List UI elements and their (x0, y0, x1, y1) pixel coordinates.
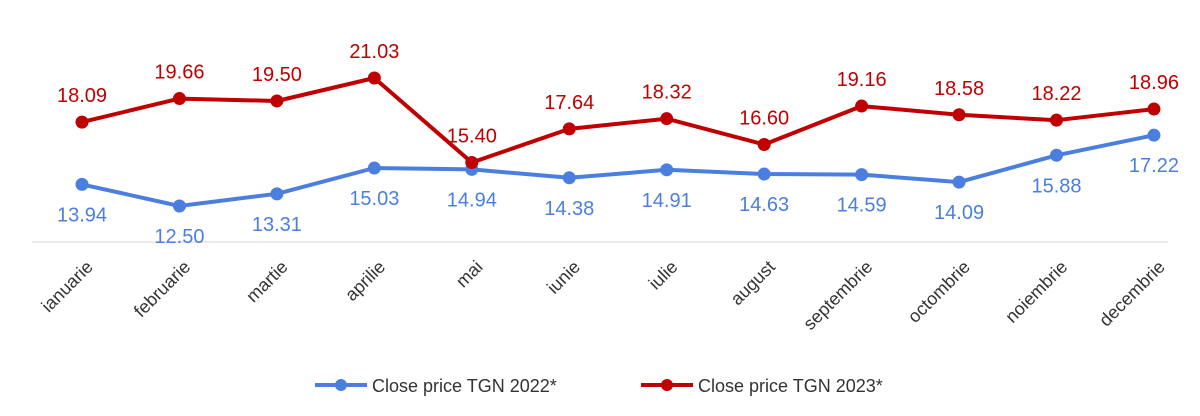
data-point-2022 (855, 168, 869, 182)
data-label-2022: 13.94 (57, 204, 107, 226)
data-label-2023: 18.96 (1129, 72, 1179, 94)
series-2023: 18.09 19.66 19.50 21.03 15.40 17.64 18.32 16.60… (57, 41, 1179, 169)
x-tick-label: august (727, 257, 779, 309)
data-label-2023: 15.40 (447, 125, 497, 147)
data-point-2023 (172, 92, 186, 106)
legend: Close price TGN 2022* Close price TGN 20… (315, 376, 883, 396)
x-tick-label: decembrie (1095, 257, 1169, 331)
x-tick-label: iunie (543, 257, 584, 298)
data-point-2022 (172, 199, 186, 213)
data-label-2022: 14.59 (837, 195, 887, 217)
x-tick-label: septembrie (799, 257, 876, 334)
legend-item-2022: Close price TGN 2022* (315, 376, 557, 396)
x-tick-label: aprilie (341, 257, 389, 305)
data-point-2022 (1050, 148, 1063, 162)
data-point-2023 (367, 71, 381, 85)
data-point-2023 (660, 112, 674, 126)
data-point-2023 (270, 94, 284, 108)
x-tick-label: noiembrie (1001, 257, 1071, 327)
legend-swatch-marker-2022 (335, 379, 347, 391)
data-label-2023: 19.66 (154, 62, 204, 84)
data-label-2022: 14.38 (544, 198, 594, 220)
data-label-2023: 18.22 (1031, 83, 1081, 105)
series-line-2023 (80, 76, 1156, 165)
x-tick-label: martie (242, 257, 292, 307)
data-label-2022: 15.88 (1031, 175, 1081, 197)
legend-swatch-marker-2023 (661, 379, 673, 391)
data-label-2023: 21.03 (349, 41, 399, 63)
data-label-2022: 12.50 (154, 226, 204, 248)
data-point-2022 (562, 171, 576, 185)
data-label-2023: 18.58 (934, 78, 984, 100)
data-point-2022 (1147, 128, 1161, 142)
data-point-2023 (465, 155, 479, 169)
data-label-2023: 19.16 (837, 69, 887, 91)
x-tick-label: ianuarie (37, 257, 96, 316)
data-point-2023 (757, 137, 771, 151)
data-label-2022: 13.31 (252, 214, 302, 236)
x-tick-label: mai (452, 257, 487, 292)
data-point-2022 (367, 161, 381, 175)
data-point-2023 (1050, 113, 1063, 127)
data-point-2022 (757, 167, 771, 181)
data-point-2023 (855, 99, 869, 113)
data-label-2022: 14.94 (447, 189, 497, 211)
legend-label-2023: Close price TGN 2023* (698, 376, 883, 396)
data-label-2022: 14.63 (739, 194, 789, 216)
data-point-2023 (75, 115, 89, 129)
legend-item-2023: Close price TGN 2023* (641, 376, 883, 396)
series-2022: 13.94 12.50 13.31 15.03 14.94 14.38 14.91 14.63… (57, 128, 1179, 248)
data-point-2023 (1147, 102, 1161, 116)
data-point-2022 (952, 175, 966, 189)
data-point-2022 (660, 163, 674, 177)
x-tick-label: februarie (130, 257, 194, 321)
data-point-2023 (952, 108, 966, 122)
x-tick-label: iulie (645, 257, 682, 294)
data-point-2023 (562, 122, 576, 136)
data-label-2023: 16.60 (739, 107, 789, 129)
series-line-2022 (80, 133, 1156, 208)
data-label-2022: 15.03 (349, 188, 399, 210)
data-label-2022: 17.22 (1129, 155, 1179, 177)
data-label-2023: 18.32 (642, 82, 692, 104)
data-point-2022 (270, 187, 284, 201)
data-label-2022: 14.91 (642, 190, 692, 212)
data-label-2023: 18.09 (57, 85, 107, 107)
data-point-2022 (75, 177, 89, 191)
data-label-2023: 17.64 (544, 92, 594, 114)
x-axis-tick-labels: ianuarie februarie martie aprilie mai iunie iu… (37, 257, 1168, 334)
legend-label-2022: Close price TGN 2022* (372, 376, 557, 396)
data-label-2023: 19.50 (252, 64, 302, 86)
data-label-2022: 14.09 (934, 202, 984, 224)
x-tick-label: octombrie (904, 257, 974, 327)
